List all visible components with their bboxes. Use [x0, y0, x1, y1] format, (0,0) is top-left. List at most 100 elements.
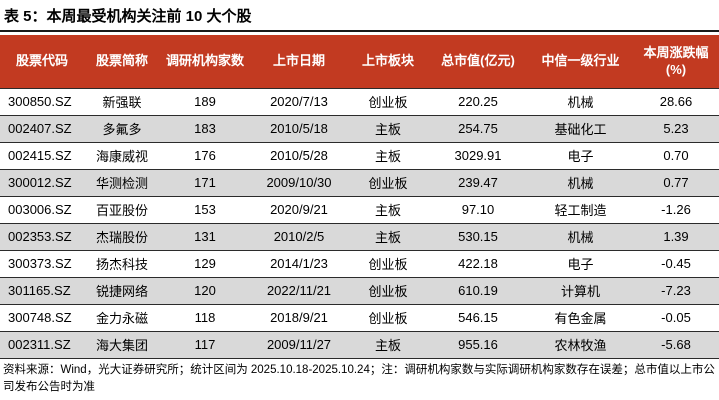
- listing-date-cell: 2009/11/27: [250, 331, 348, 359]
- table-row: 300850.SZ 新强联 189 2020/7/13 创业板 220.25 机械 28.66: [0, 88, 719, 116]
- listing-board-cell: 主板: [348, 115, 428, 143]
- column-header-stock-code: 股票代码: [0, 35, 84, 89]
- listing-board-cell: 创业板: [348, 169, 428, 197]
- industry-cell: 有色金属: [528, 304, 633, 332]
- listing-date-cell: 2010/5/18: [250, 115, 348, 143]
- industry-cell: 基础化工: [528, 115, 633, 143]
- column-header-market-cap: 总市值(亿元): [428, 35, 528, 89]
- listing-date-cell: 2009/10/30: [250, 169, 348, 197]
- stock-code-cell: 002353.SZ: [0, 223, 84, 251]
- industry-cell: 电子: [528, 142, 633, 170]
- institution-count-cell: 176: [160, 142, 250, 170]
- listing-date-cell: 2018/9/21: [250, 304, 348, 332]
- stock-name-cell: 金力永磁: [84, 304, 160, 332]
- listing-board-cell: 主板: [348, 331, 428, 359]
- market-cap-cell: 530.15: [428, 223, 528, 251]
- stock-code-cell: 002415.SZ: [0, 142, 84, 170]
- stock-name-cell: 新强联: [84, 88, 160, 116]
- weekly-change-cell: -5.68: [633, 331, 719, 359]
- institution-count-cell: 129: [160, 250, 250, 278]
- table-row: 300012.SZ 华测检测 171 2009/10/30 创业板 239.47 机械 0.7…: [0, 169, 719, 197]
- stock-code-cell: 002407.SZ: [0, 115, 84, 143]
- weekly-change-cell: 5.23: [633, 115, 719, 143]
- weekly-change-cell: 0.77: [633, 169, 719, 197]
- weekly-change-cell: 28.66: [633, 88, 719, 116]
- stock-code-cell: 300373.SZ: [0, 250, 84, 278]
- listing-date-cell: 2010/2/5: [250, 223, 348, 251]
- table-row: 002407.SZ 多氟多 183 2010/5/18 主板 254.75 基础化工 5.23: [0, 115, 719, 143]
- institution-count-cell: 183: [160, 115, 250, 143]
- top-stocks-table: 股票代码 股票简称 调研机构家数 上市日期 上市板块 总市值(亿元) 中信一级行业 本周涨跌幅…: [0, 35, 719, 359]
- industry-cell: 机械: [528, 88, 633, 116]
- column-header-weekly-change: 本周涨跌幅 (%): [633, 35, 719, 89]
- institution-count-cell: 120: [160, 277, 250, 305]
- industry-cell: 机械: [528, 169, 633, 197]
- table-header: 股票代码 股票简称 调研机构家数 上市日期 上市板块 总市值(亿元) 中信一级行业 本周涨跌幅…: [0, 35, 719, 89]
- listing-board-cell: 创业板: [348, 277, 428, 305]
- table-row: 002353.SZ 杰瑞股份 131 2010/2/5 主板 530.15 机械 1.39: [0, 223, 719, 251]
- stock-name-cell: 海大集团: [84, 331, 160, 359]
- table-row: 301165.SZ 锐捷网络 120 2022/11/21 创业板 610.19 计算机 -7…: [0, 277, 719, 305]
- market-cap-cell: 546.15: [428, 304, 528, 332]
- stock-name-cell: 百亚股份: [84, 196, 160, 224]
- listing-board-cell: 创业板: [348, 88, 428, 116]
- stock-code-cell: 300748.SZ: [0, 304, 84, 332]
- weekly-change-cell: 0.70: [633, 142, 719, 170]
- listing-board-cell: 主板: [348, 223, 428, 251]
- market-cap-cell: 220.25: [428, 88, 528, 116]
- column-header-industry: 中信一级行业: [528, 35, 633, 89]
- stock-name-cell: 杰瑞股份: [84, 223, 160, 251]
- table-row: 003006.SZ 百亚股份 153 2020/9/21 主板 97.10 轻工制造 -1.2…: [0, 196, 719, 224]
- stock-code-cell: 003006.SZ: [0, 196, 84, 224]
- institution-count-cell: 118: [160, 304, 250, 332]
- column-header-listing-date: 上市日期: [250, 35, 348, 89]
- listing-date-cell: 2022/11/21: [250, 277, 348, 305]
- weekly-change-cell: -0.45: [633, 250, 719, 278]
- listing-board-cell: 创业板: [348, 250, 428, 278]
- industry-cell: 轻工制造: [528, 196, 633, 224]
- stock-name-cell: 锐捷网络: [84, 277, 160, 305]
- institution-count-cell: 171: [160, 169, 250, 197]
- market-cap-cell: 97.10: [428, 196, 528, 224]
- listing-date-cell: 2014/1/23: [250, 250, 348, 278]
- column-header-institution-count: 调研机构家数: [160, 35, 250, 89]
- table-row: 300373.SZ 扬杰科技 129 2014/1/23 创业板 422.18 电子 -0.4…: [0, 250, 719, 278]
- institution-count-cell: 117: [160, 331, 250, 359]
- stock-code-cell: 002311.SZ: [0, 331, 84, 359]
- table-row: 300748.SZ 金力永磁 118 2018/9/21 创业板 546.15 有色金属 -0…: [0, 304, 719, 332]
- stock-name-cell: 多氟多: [84, 115, 160, 143]
- stock-name-cell: 华测检测: [84, 169, 160, 197]
- table-body: 300850.SZ 新强联 189 2020/7/13 创业板 220.25 机械 28.66…: [0, 88, 719, 359]
- institution-count-cell: 153: [160, 196, 250, 224]
- column-header-stock-name: 股票简称: [84, 35, 160, 89]
- market-cap-cell: 610.19: [428, 277, 528, 305]
- industry-cell: 农林牧渔: [528, 331, 633, 359]
- weekly-change-cell: 1.39: [633, 223, 719, 251]
- stock-name-cell: 海康威视: [84, 142, 160, 170]
- listing-date-cell: 2010/5/28: [250, 142, 348, 170]
- stock-code-cell: 300850.SZ: [0, 88, 84, 116]
- header-row: 股票代码 股票简称 调研机构家数 上市日期 上市板块 总市值(亿元) 中信一级行业 本周涨跌幅…: [0, 35, 719, 89]
- weekly-change-cell: -0.05: [633, 304, 719, 332]
- weekly-change-cell: -7.23: [633, 277, 719, 305]
- institution-count-cell: 131: [160, 223, 250, 251]
- listing-board-cell: 主板: [348, 196, 428, 224]
- market-cap-cell: 254.75: [428, 115, 528, 143]
- source-note: 资料来源：Wind，光大证券研究所；统计区间为 2025.10.18-2025.…: [3, 363, 715, 393]
- table-row: 002311.SZ 海大集团 117 2009/11/27 主板 955.16 农林牧渔 -5…: [0, 331, 719, 359]
- column-header-listing-board: 上市板块: [348, 35, 428, 89]
- industry-cell: 电子: [528, 250, 633, 278]
- industry-cell: 计算机: [528, 277, 633, 305]
- institution-count-cell: 189: [160, 88, 250, 116]
- market-cap-cell: 239.47: [428, 169, 528, 197]
- stock-code-cell: 301165.SZ: [0, 277, 84, 305]
- title-divider: [0, 30, 719, 32]
- table-title: 表 5：本周最受机构关注前 10 大个股: [4, 8, 252, 25]
- industry-cell: 机械: [528, 223, 633, 251]
- listing-board-cell: 创业板: [348, 304, 428, 332]
- stock-code-cell: 300012.SZ: [0, 169, 84, 197]
- market-cap-cell: 3029.91: [428, 142, 528, 170]
- listing-date-cell: 2020/7/13: [250, 88, 348, 116]
- weekly-change-cell: -1.26: [633, 196, 719, 224]
